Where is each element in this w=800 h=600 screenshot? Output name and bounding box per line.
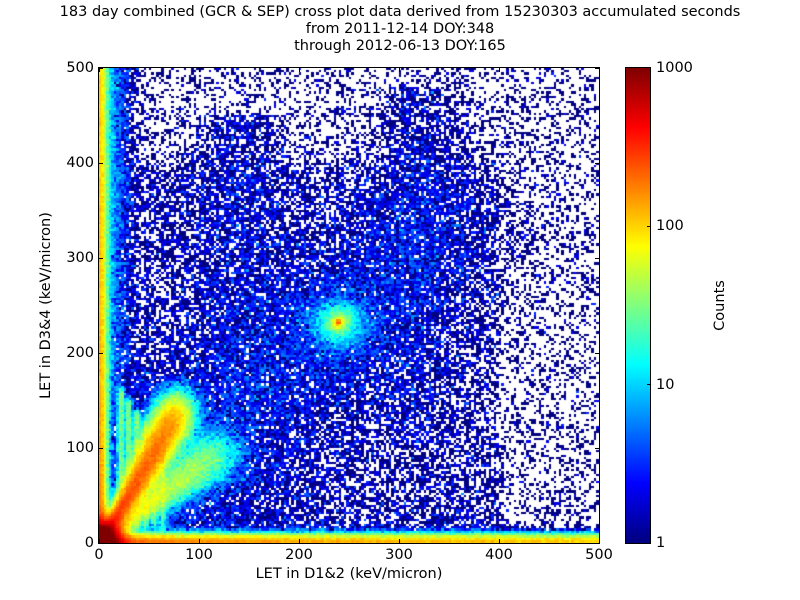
colorbar: [625, 67, 651, 544]
x-tick: [98, 539, 100, 543]
colorbar-tick-label: 100: [656, 218, 684, 235]
colorbar-label: Counts: [712, 280, 728, 331]
x-tick-label: 300: [385, 547, 413, 563]
y-tick-label: 200: [66, 345, 94, 361]
heatmap-canvas: [99, 68, 599, 543]
y-tick-right: [595, 542, 599, 544]
y-tick-right: [595, 352, 599, 354]
x-tick-top: [198, 68, 200, 72]
x-tick: [498, 539, 500, 543]
y-tick-right: [595, 447, 599, 449]
colorbar-tick: [647, 225, 651, 228]
colorbar-tick: [647, 384, 651, 386]
y-tick: [99, 542, 103, 544]
title-line-3: through 2012-06-13 DOY:165: [294, 38, 506, 54]
x-tick-label: 0: [94, 547, 104, 563]
y-tick: [99, 447, 103, 449]
x-tick: [598, 539, 600, 543]
y-tick: [99, 67, 103, 69]
x-tick: [398, 539, 400, 543]
y-tick-label: 300: [66, 250, 94, 266]
x-tick-top: [598, 68, 600, 72]
x-tick-top: [298, 68, 300, 72]
x-tick-top: [398, 68, 400, 72]
y-tick-label: 0: [84, 535, 94, 551]
y-tick-right: [595, 257, 599, 259]
y-tick: [99, 257, 103, 259]
chart-title: 183 day combined (GCR & SEP) cross plot …: [0, 4, 800, 55]
y-tick-label: 100: [66, 440, 94, 456]
title-line-1: 183 day combined (GCR & SEP) cross plot …: [59, 4, 741, 20]
plot-area: [98, 67, 600, 544]
y-tick-label: 500: [66, 60, 94, 76]
x-axis-label: LET in D1&2 (keV/micron): [255, 566, 443, 582]
x-tick-label: 500: [585, 547, 613, 563]
x-tick: [298, 539, 300, 543]
y-tick-label: 400: [66, 155, 94, 171]
y-tick: [99, 162, 103, 164]
colorbar-gradient: [626, 68, 650, 543]
y-tick: [99, 352, 103, 354]
x-tick-label: 100: [185, 547, 213, 563]
title-line-2: from 2011-12-14 DOY:348: [305, 21, 495, 37]
colorbar-tick-label: 1000: [656, 60, 693, 76]
y-axis-label: LET in D3&4 (keV/micron): [38, 212, 54, 399]
colorbar-tick-label: 10: [656, 376, 675, 393]
y-tick-right: [595, 162, 599, 164]
y-tick-right: [595, 67, 599, 69]
x-tick-top: [98, 68, 100, 72]
x-tick-label: 200: [285, 547, 313, 563]
x-tick: [198, 539, 200, 543]
x-tick-label: 400: [485, 547, 513, 563]
colorbar-tick-label: 1: [656, 535, 666, 551]
x-tick-top: [498, 68, 500, 72]
